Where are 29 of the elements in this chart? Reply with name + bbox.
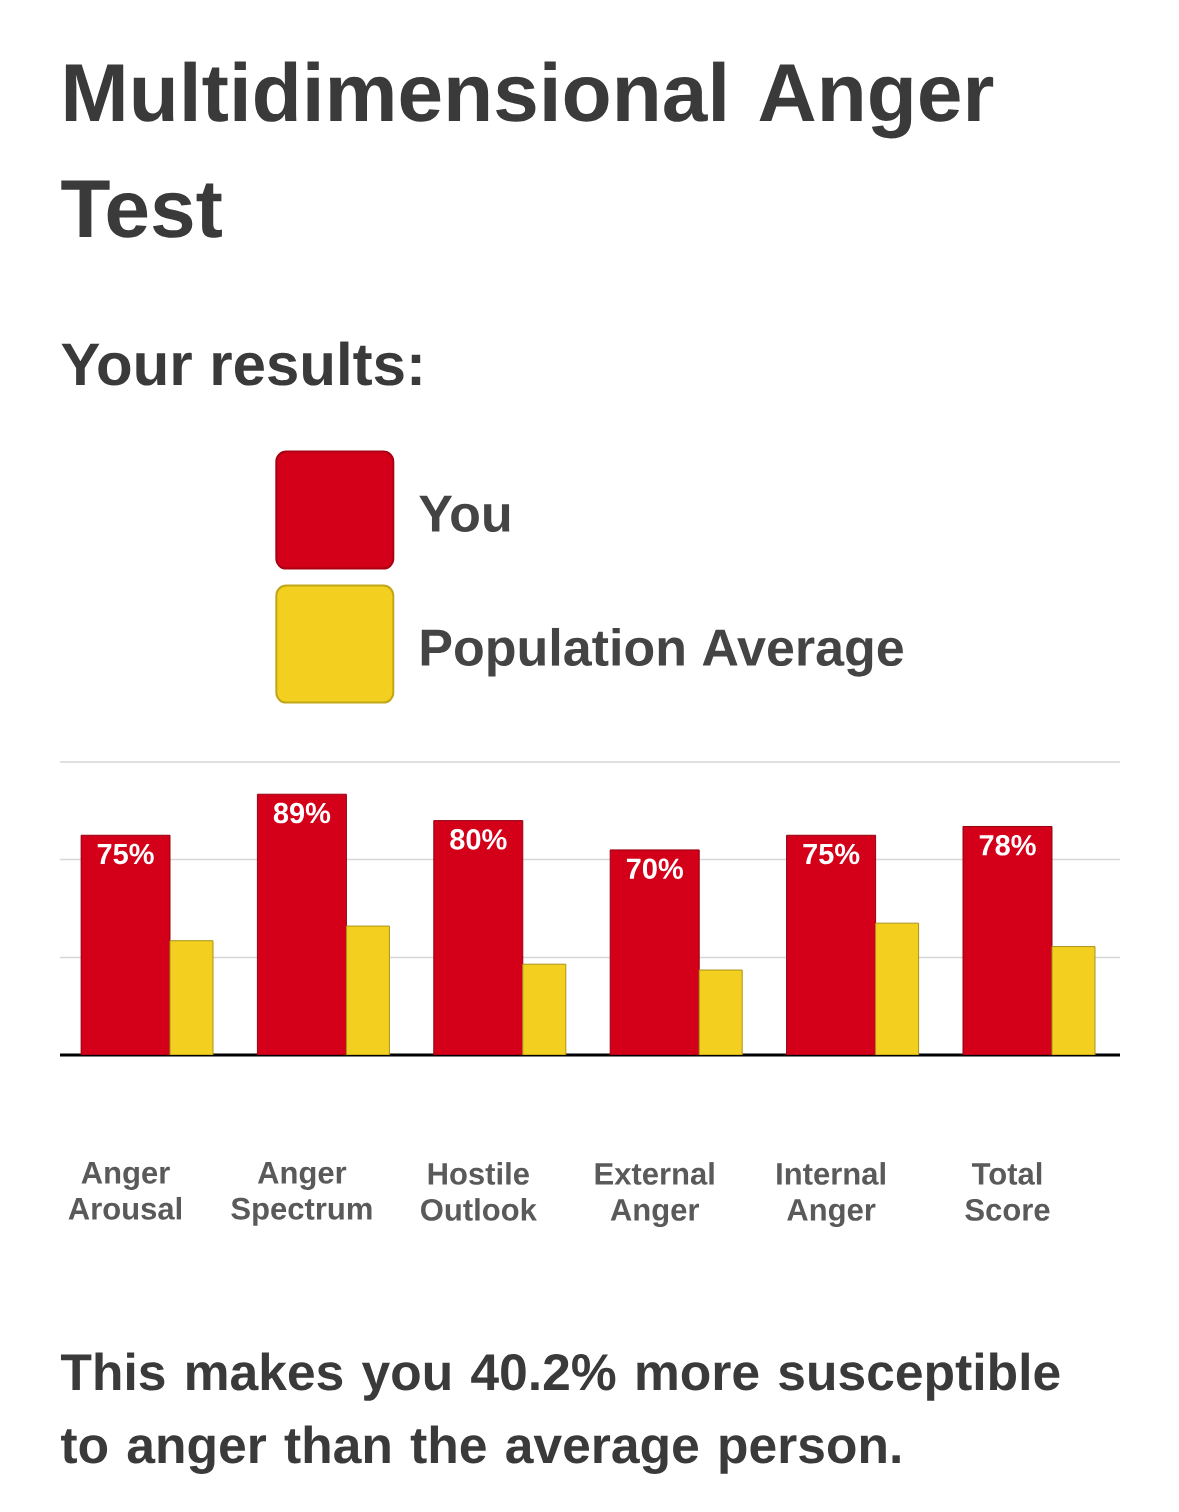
x-tick-label: Total Score <box>965 1162 1050 1221</box>
bar <box>80 834 171 1056</box>
chart-title: Multidimensional Anger Test <box>61 61 994 238</box>
data-label: 80% <box>450 829 507 850</box>
x-tick-label: Anger Arousal <box>68 1162 182 1220</box>
bar <box>433 820 524 1056</box>
x-tick-label: Anger Spectrum <box>231 1162 372 1226</box>
data-label: 75% <box>803 843 860 865</box>
bar <box>786 834 877 1056</box>
bar <box>962 825 1053 1056</box>
x-tick-label: External Anger <box>595 1162 714 1228</box>
x-tick-label: Internal Anger <box>777 1162 885 1228</box>
data-label: 78% <box>979 834 1036 856</box>
legend-label: You <box>419 495 510 533</box>
bar <box>609 849 700 1056</box>
data-label: 75% <box>97 843 154 865</box>
bar <box>256 793 347 1056</box>
text: This makes you 40.2% more susceptible to anger than the average person. <box>60 1352 1060 1474</box>
bar <box>698 969 743 1056</box>
bar <box>522 963 567 1056</box>
legend-label: Population Average <box>421 627 903 677</box>
data-label: 89% <box>273 802 331 824</box>
bar <box>169 940 214 1056</box>
data-label: 70% <box>626 858 683 879</box>
bar <box>1051 946 1096 1056</box>
bar <box>875 922 920 1056</box>
x-tick-label: Hostile Outlook <box>421 1162 537 1221</box>
bar <box>345 925 390 1056</box>
chart-subtitle: Your results: <box>61 341 421 386</box>
